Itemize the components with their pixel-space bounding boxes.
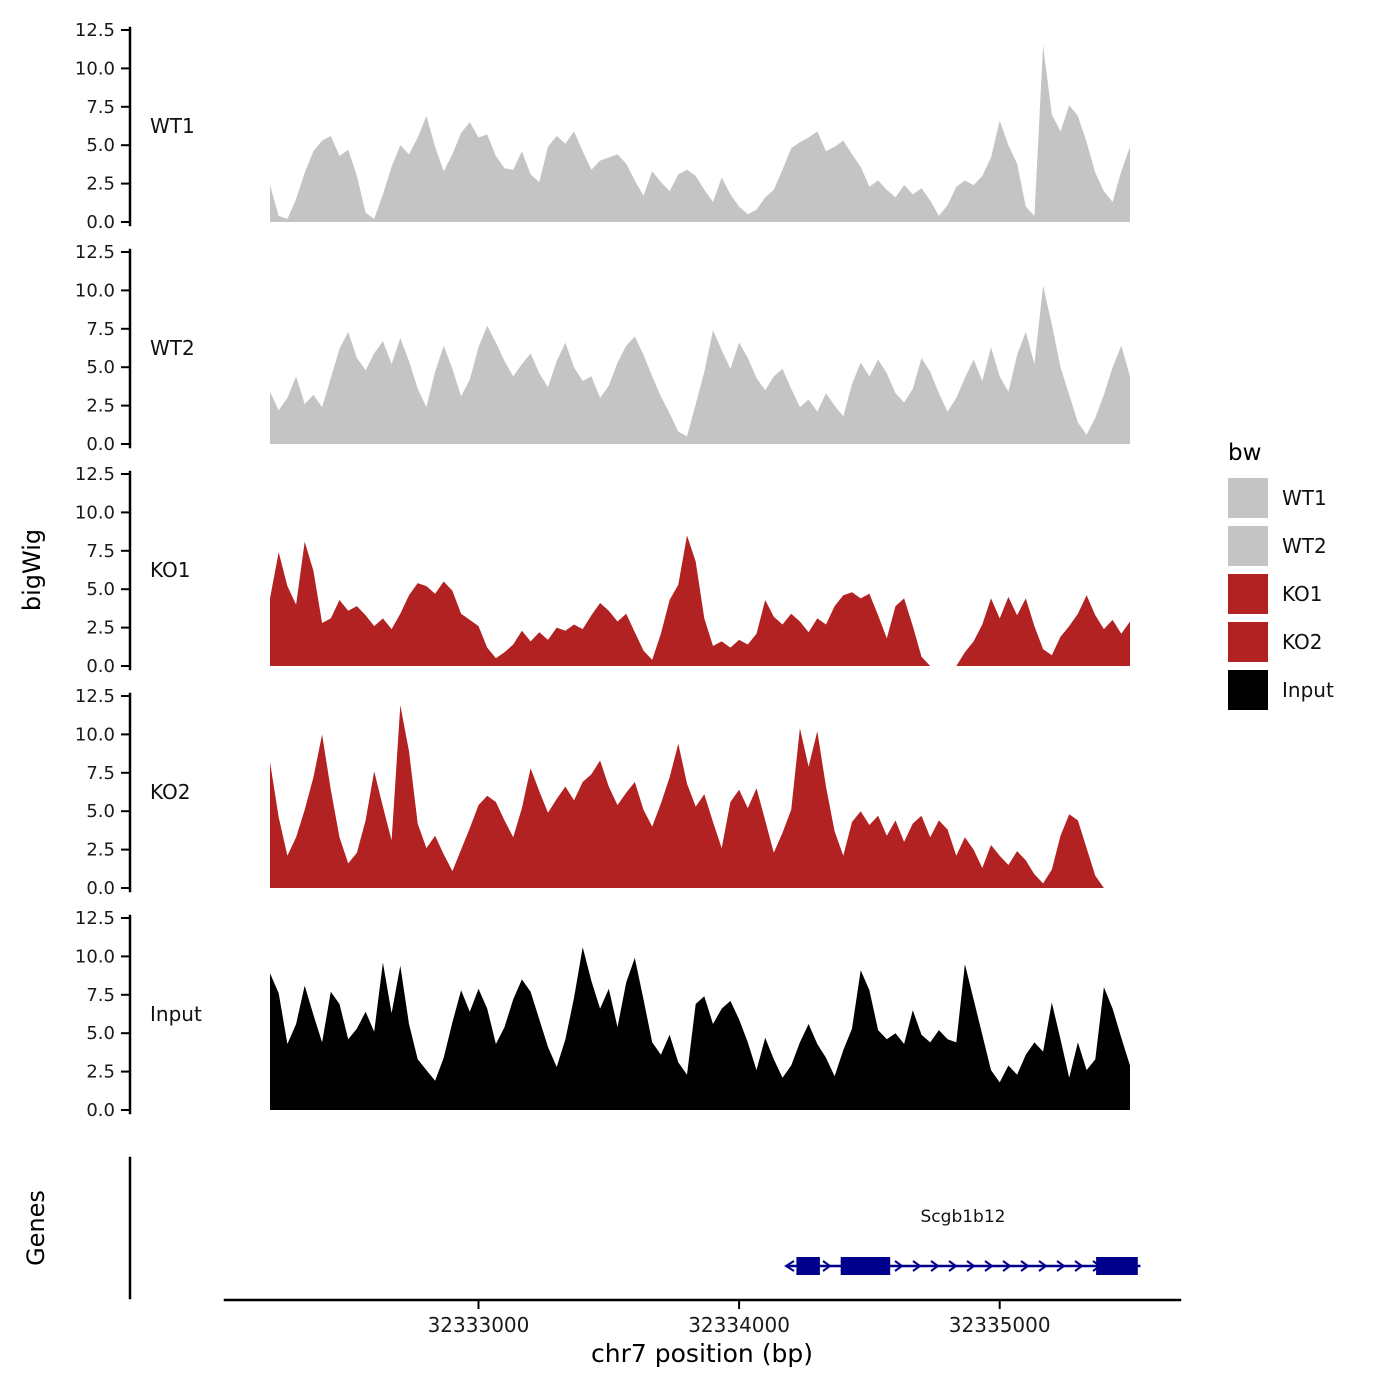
x-tick-label: 32335000 — [949, 1313, 1051, 1337]
y-tick-label: 10.0 — [75, 58, 115, 79]
track-label: WT2 — [150, 336, 195, 360]
y-tick-label: 0.0 — [86, 656, 115, 677]
strand-arrow-icon — [948, 1260, 958, 1272]
track-wt1: 0.0 2.5 5.0 7.5 10.0 12.5 WT1 — [75, 20, 1130, 233]
area-wt1 — [270, 45, 1130, 223]
y-tick-label: 2.5 — [86, 1062, 115, 1083]
genes-track: Scgb1b12 — [128, 1156, 1141, 1300]
x-tick-label: 32333000 — [428, 1313, 530, 1337]
legend-swatch-ko1 — [1228, 574, 1268, 614]
y-tick-label: 10.0 — [75, 502, 115, 523]
x-axis-title: chr7 position (bp) — [591, 1339, 813, 1368]
y-tick-label: 2.5 — [86, 840, 115, 861]
gene-exon — [1096, 1257, 1138, 1275]
legend-swatch-wt1 — [1228, 478, 1268, 518]
gene-exon — [840, 1257, 891, 1275]
y-tick-label: 2.5 — [86, 174, 115, 195]
strand-arrow-icon — [912, 1260, 922, 1272]
legend-swatch-ko2 — [1228, 622, 1268, 662]
y-tick-label: 5.0 — [86, 357, 115, 378]
gene-exon — [796, 1257, 820, 1275]
area-input — [270, 947, 1130, 1110]
y-tick-label: 12.5 — [75, 686, 115, 707]
track-input: 0.0 2.5 5.0 7.5 10.0 12.5 Input — [75, 908, 1130, 1121]
gene-start-arrow-icon — [784, 1260, 795, 1272]
y-tick-label: 2.5 — [86, 396, 115, 417]
y-tick-label: 12.5 — [75, 908, 115, 929]
track-label: KO2 — [150, 780, 191, 804]
track-ko1: 0.0 2.5 5.0 7.5 10.0 12.5 KO1 — [75, 464, 1130, 677]
y-tick-label: 7.5 — [86, 97, 115, 118]
y-tick-label: 7.5 — [86, 319, 115, 340]
track-label: KO1 — [150, 558, 191, 582]
track-ko2: 0.0 2.5 5.0 7.5 10.0 12.5 KO2 — [75, 686, 1130, 899]
strand-arrow-icon — [1056, 1260, 1066, 1272]
gene-label: Scgb1b12 — [921, 1207, 1006, 1227]
legend-label: KO1 — [1282, 582, 1323, 606]
strand-arrow-icon — [1038, 1260, 1048, 1272]
track-wt2: 0.0 2.5 5.0 7.5 10.0 12.5 WT2 — [75, 242, 1130, 455]
y-tick-label: 0.0 — [86, 1100, 115, 1121]
genes-axis-title: Genes — [22, 1190, 50, 1266]
generated-chart-content: 0.0 2.5 5.0 7.5 10.0 12.5 WT1 0.0 2.5 5.0 7.5 10.0 1… — [75, 20, 1334, 1337]
x-tick-label: 32334000 — [688, 1313, 790, 1337]
strand-arrow-icon — [1074, 1260, 1084, 1272]
y-tick-label: 5.0 — [86, 1023, 115, 1044]
y-tick-label: 7.5 — [86, 541, 115, 562]
y-tick-label: 12.5 — [75, 464, 115, 485]
legend-label: WT1 — [1282, 486, 1327, 510]
legend: WT1 WT2 KO1 KO2 Input — [1228, 478, 1334, 710]
y-tick-label: 5.0 — [86, 579, 115, 600]
strand-arrow-icon — [1002, 1260, 1012, 1272]
legend-label: WT2 — [1282, 534, 1327, 558]
y-tick-label: 12.5 — [75, 20, 115, 41]
y-axis-title: bigWig — [18, 529, 46, 611]
strand-arrow-icon — [822, 1260, 832, 1272]
y-tick-label: 7.5 — [86, 763, 115, 784]
track-label: Input — [150, 1002, 202, 1026]
legend-swatch-input — [1228, 670, 1268, 710]
y-tick-label: 5.0 — [86, 135, 115, 156]
legend-title: bw — [1228, 440, 1261, 466]
strand-arrow-icon — [1020, 1260, 1030, 1272]
y-tick-label: 10.0 — [75, 724, 115, 745]
y-tick-label: 10.0 — [75, 280, 115, 301]
y-tick-label: 2.5 — [86, 618, 115, 639]
y-tick-label: 12.5 — [75, 242, 115, 263]
y-tick-label: 10.0 — [75, 946, 115, 967]
x-axis: 32333000 32334000 32335000 — [223, 1298, 1182, 1337]
y-tick-label: 0.0 — [86, 434, 115, 455]
strand-arrow-icon — [894, 1260, 904, 1272]
track-label: WT1 — [150, 114, 195, 138]
strand-arrow-icon — [966, 1260, 976, 1272]
strand-arrow-icon — [930, 1260, 940, 1272]
y-tick-label: 5.0 — [86, 801, 115, 822]
legend-label: Input — [1282, 678, 1334, 702]
legend-label: KO2 — [1282, 630, 1323, 654]
strand-arrow-icon — [984, 1260, 994, 1272]
y-tick-label: 0.0 — [86, 212, 115, 233]
legend-swatch-wt2 — [1228, 526, 1268, 566]
area-wt2 — [270, 285, 1130, 444]
area-ko2 — [270, 705, 1130, 888]
y-tick-label: 7.5 — [86, 985, 115, 1006]
area-ko1 — [270, 535, 1130, 666]
y-tick-label: 0.0 — [86, 878, 115, 899]
